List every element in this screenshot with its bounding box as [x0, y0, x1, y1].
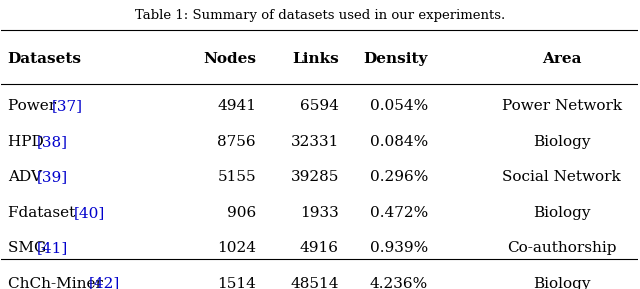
Text: [38]: [38]: [37, 135, 68, 149]
Text: Social Network: Social Network: [502, 170, 621, 184]
Text: ADV: ADV: [8, 170, 47, 184]
Text: 1933: 1933: [300, 206, 339, 220]
Text: Table 1: Summary of datasets used in our experiments.: Table 1: Summary of datasets used in our…: [134, 9, 505, 22]
Text: Nodes: Nodes: [203, 52, 256, 66]
Text: ChCh-Miner: ChCh-Miner: [8, 277, 108, 289]
Text: [37]: [37]: [52, 99, 83, 113]
Text: 8756: 8756: [218, 135, 256, 149]
Text: Area: Area: [542, 52, 581, 66]
Text: [39]: [39]: [37, 170, 68, 184]
Text: Power: Power: [8, 99, 61, 113]
Text: 4.236%: 4.236%: [370, 277, 428, 289]
Text: [41]: [41]: [37, 241, 68, 255]
Text: 0.054%: 0.054%: [370, 99, 428, 113]
Text: Datasets: Datasets: [8, 52, 82, 66]
Text: 6594: 6594: [300, 99, 339, 113]
Text: Biology: Biology: [533, 135, 591, 149]
Text: SMG: SMG: [8, 241, 51, 255]
Text: 0.939%: 0.939%: [370, 241, 428, 255]
Text: 0.084%: 0.084%: [370, 135, 428, 149]
Text: 4941: 4941: [217, 99, 256, 113]
Text: 0.472%: 0.472%: [370, 206, 428, 220]
Text: 32331: 32331: [291, 135, 339, 149]
Text: 5155: 5155: [218, 170, 256, 184]
Text: Biology: Biology: [533, 206, 591, 220]
Text: Biology: Biology: [533, 277, 591, 289]
Text: HPD: HPD: [8, 135, 49, 149]
Text: 1514: 1514: [217, 277, 256, 289]
Text: 4916: 4916: [300, 241, 339, 255]
Text: Density: Density: [364, 52, 428, 66]
Text: 48514: 48514: [291, 277, 339, 289]
Text: 39285: 39285: [291, 170, 339, 184]
Text: Links: Links: [292, 52, 339, 66]
Text: Power Network: Power Network: [502, 99, 621, 113]
Text: 1024: 1024: [217, 241, 256, 255]
Text: [40]: [40]: [74, 206, 105, 220]
Text: [42]: [42]: [88, 277, 120, 289]
Text: Co-authorship: Co-authorship: [507, 241, 616, 255]
Text: 906: 906: [227, 206, 256, 220]
Text: Fdataset: Fdataset: [8, 206, 80, 220]
Text: 0.296%: 0.296%: [369, 170, 428, 184]
